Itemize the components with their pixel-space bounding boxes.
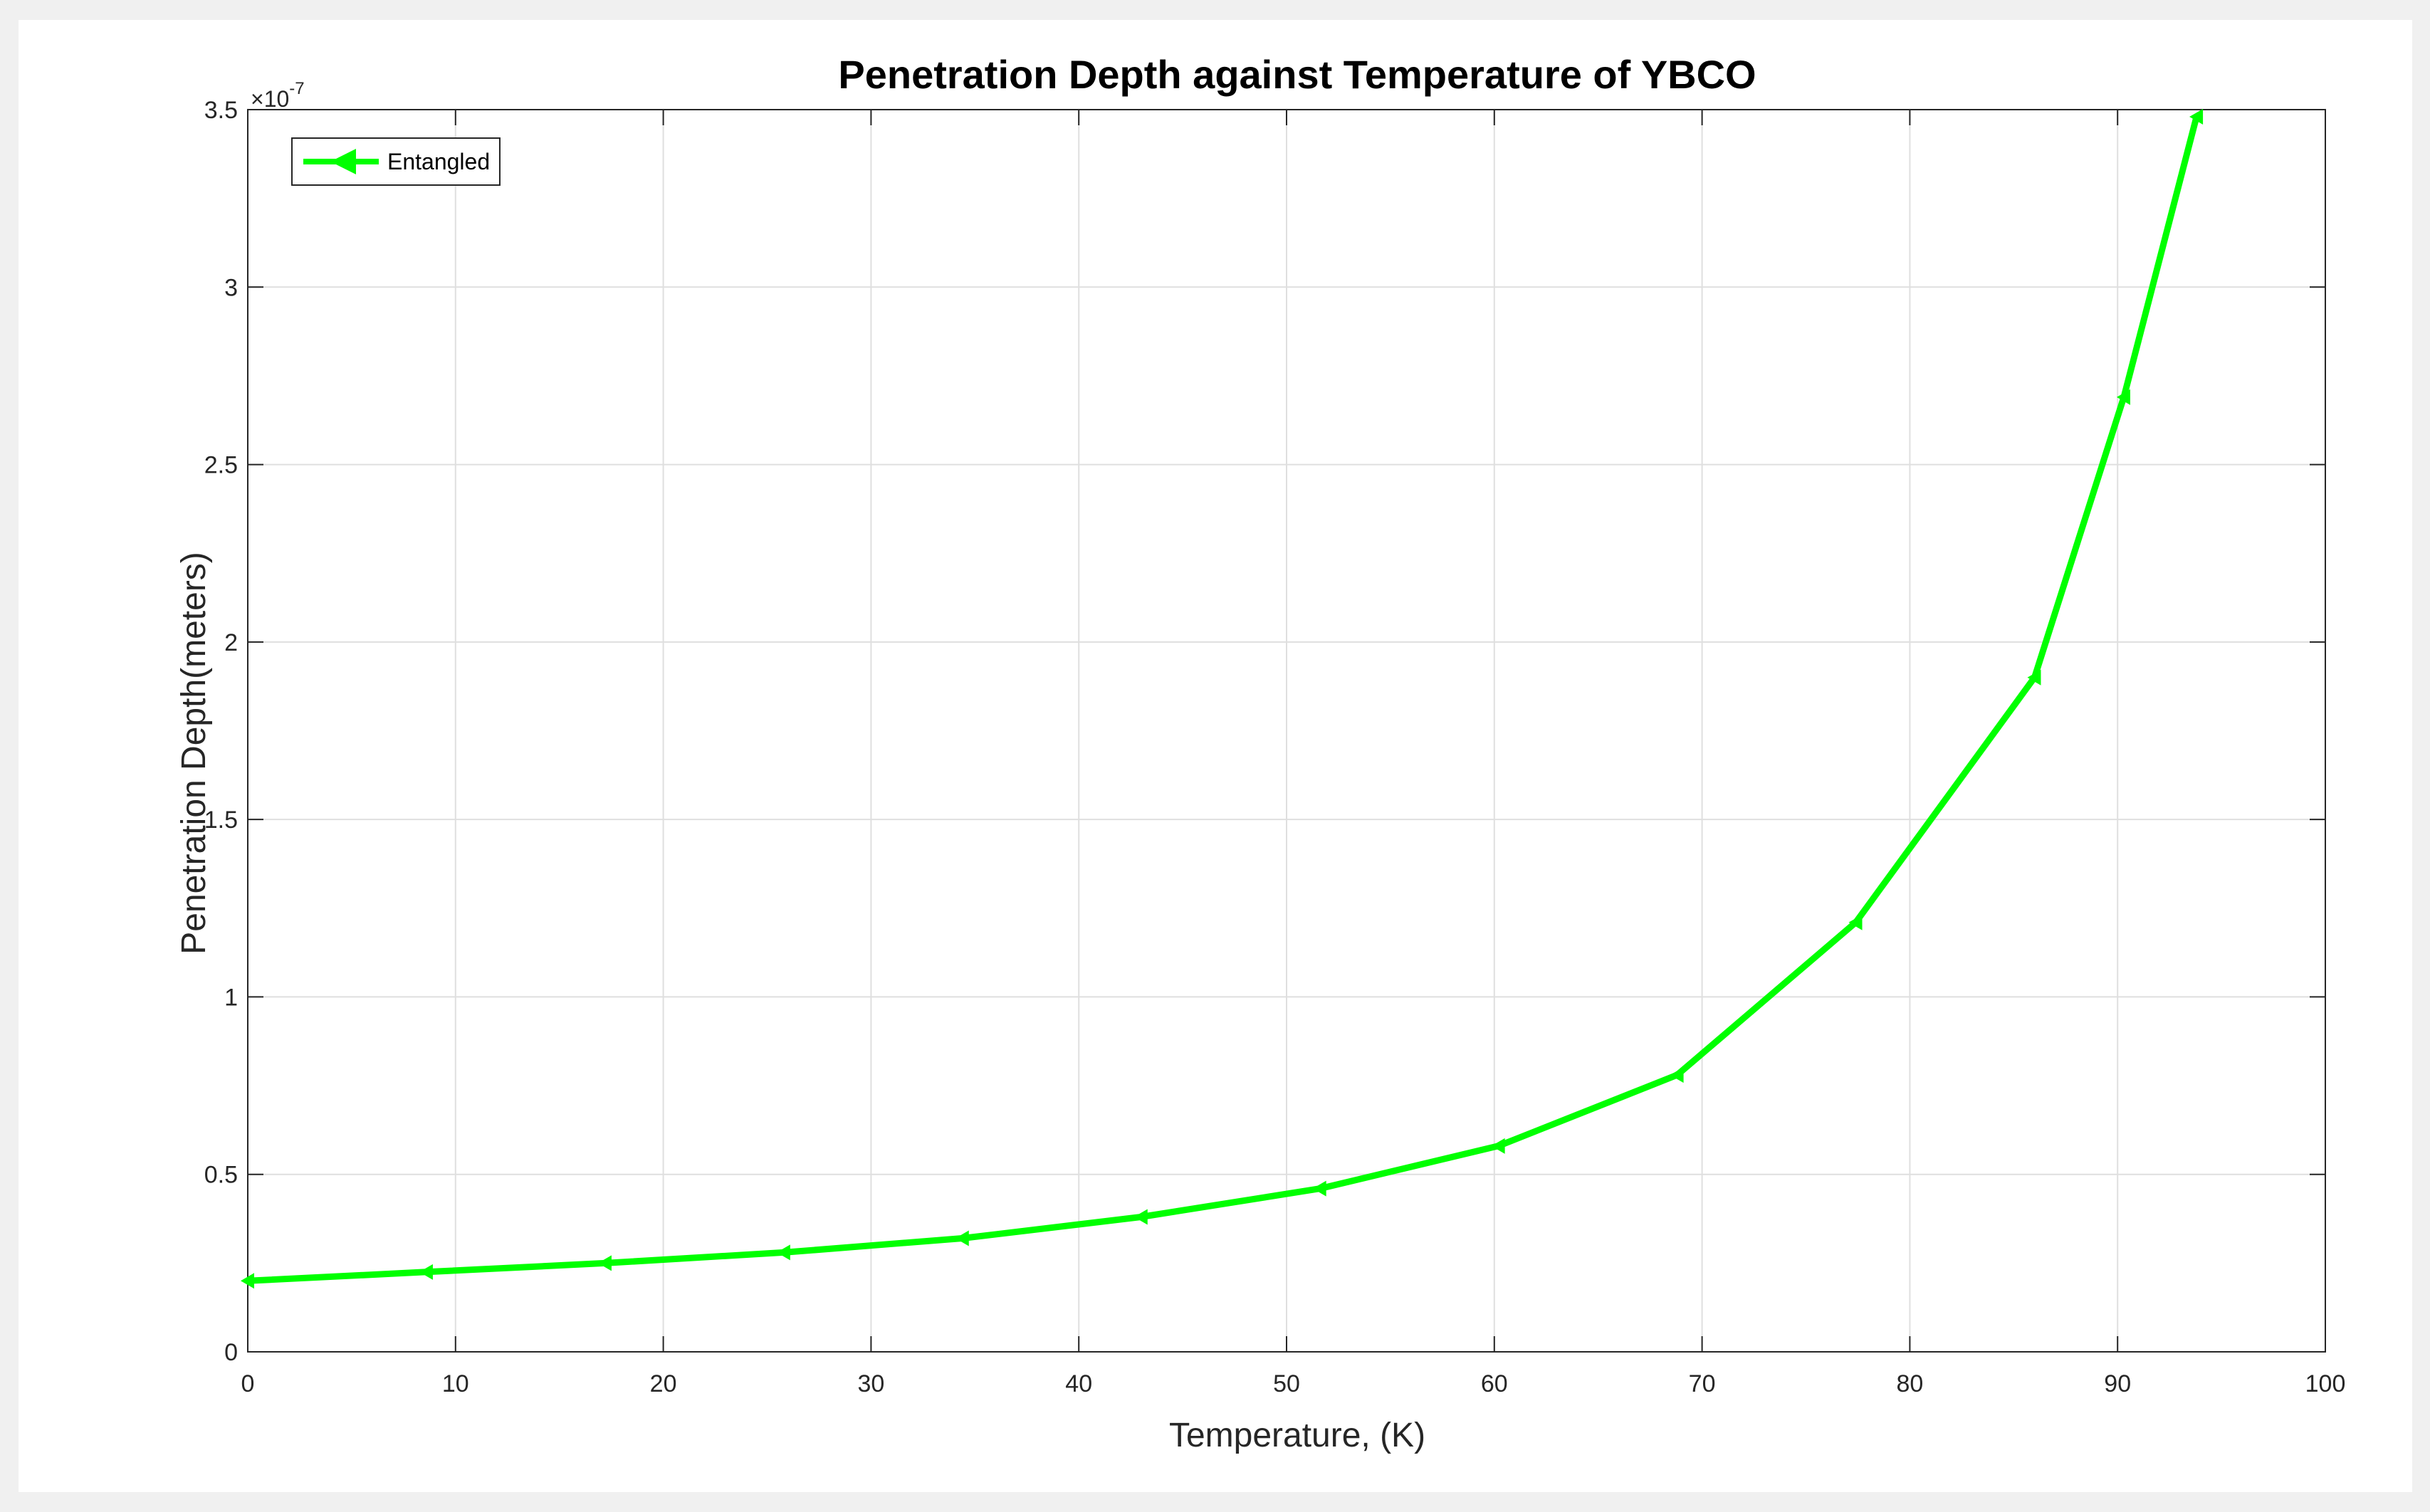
- penetration-depth-chart: Penetration Depth against Temperature of…: [19, 20, 2412, 1492]
- data-point-marker-0-4: [955, 1230, 969, 1246]
- x-tick-label-0: 0: [241, 1370, 255, 1397]
- y-tick-label-5: 2.5: [204, 452, 238, 479]
- legend-marker-sample: [330, 149, 356, 174]
- tick-labels: 0 10 20 30 40 50 60 70 80 90 100 0 0.5 1 1.5 2 2.5 3 3.5: [204, 97, 2346, 1397]
- data-point-marker-0-10: [2027, 669, 2041, 686]
- x-tick-label-6: 60: [1481, 1370, 1508, 1397]
- x-tick-label-10: 100: [2305, 1370, 2346, 1397]
- data-series: [241, 108, 2204, 1289]
- y-axis-label: Penetration Depth(meters): [175, 552, 213, 955]
- y-axis-exponent-base: ×10: [251, 86, 289, 112]
- y-tick-label-2: 1: [224, 984, 238, 1011]
- y-tick-label-4: 2: [224, 629, 238, 656]
- x-tick-label-5: 50: [1273, 1370, 1300, 1397]
- data-point-marker-0-8: [1670, 1067, 1684, 1083]
- axes: [247, 109, 2326, 1353]
- x-tick-label-8: 80: [1896, 1370, 1923, 1397]
- data-point-marker-0-11: [2116, 389, 2130, 405]
- x-axis-label: Temperature, (K): [1169, 1417, 1425, 1454]
- data-point-marker-0-5: [1133, 1209, 1148, 1225]
- data-point-marker-0-0: [241, 1273, 254, 1289]
- y-tick-label-3: 1.5: [204, 807, 238, 834]
- legend[interactable]: Entangled: [291, 137, 501, 186]
- chart-title: Penetration Depth against Temperature of…: [838, 52, 1756, 97]
- x-tick-label-9: 90: [2104, 1370, 2131, 1397]
- data-point-marker-0-9: [1848, 914, 1863, 930]
- y-tick-label-7: 3.5: [204, 97, 238, 124]
- y-tick-label-0: 0: [224, 1339, 238, 1366]
- data-point-marker-0-2: [597, 1255, 612, 1271]
- data-point-marker-0-12: [2189, 108, 2204, 125]
- data-point-marker-0-1: [419, 1264, 433, 1280]
- legend-entry-label: Entangled: [387, 149, 490, 174]
- x-tick-label-3: 30: [857, 1370, 884, 1397]
- y-tick-label-6: 3: [224, 274, 238, 301]
- y-axis-exponent-power: -7: [289, 79, 304, 98]
- x-tick-label-2: 20: [650, 1370, 677, 1397]
- x-tick-label-1: 10: [442, 1370, 469, 1397]
- y-tick-label-1: 0.5: [204, 1162, 238, 1189]
- x-tick-label-4: 40: [1065, 1370, 1092, 1397]
- data-point-marker-0-7: [1491, 1138, 1505, 1154]
- figure-window: Penetration Depth against Temperature of…: [19, 20, 2412, 1492]
- data-point-marker-0-3: [776, 1244, 790, 1261]
- y-axis-exponent: ×10-7: [251, 79, 305, 112]
- figure-background: [19, 20, 2412, 1492]
- x-tick-label-7: 70: [1689, 1370, 1716, 1397]
- data-point-marker-0-6: [1312, 1180, 1326, 1197]
